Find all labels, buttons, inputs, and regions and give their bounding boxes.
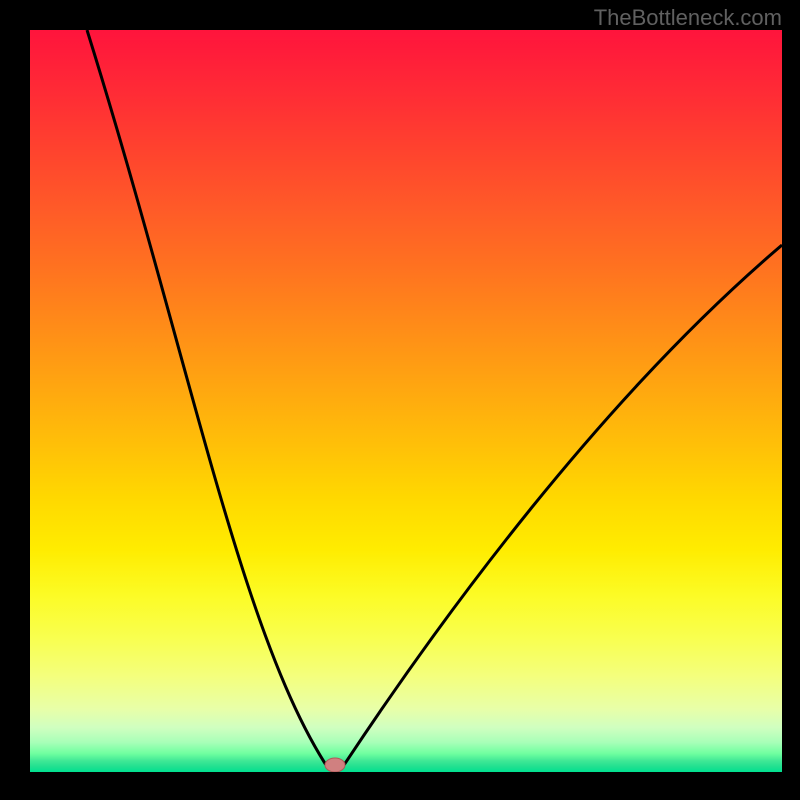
bottleneck-curve-chart (30, 30, 782, 772)
gradient-background (30, 30, 782, 772)
min-point-marker (325, 758, 345, 772)
plot-area (30, 30, 782, 772)
watermark-label: TheBottleneck.com (594, 5, 782, 31)
chart-container: TheBottleneck.com (0, 0, 800, 800)
